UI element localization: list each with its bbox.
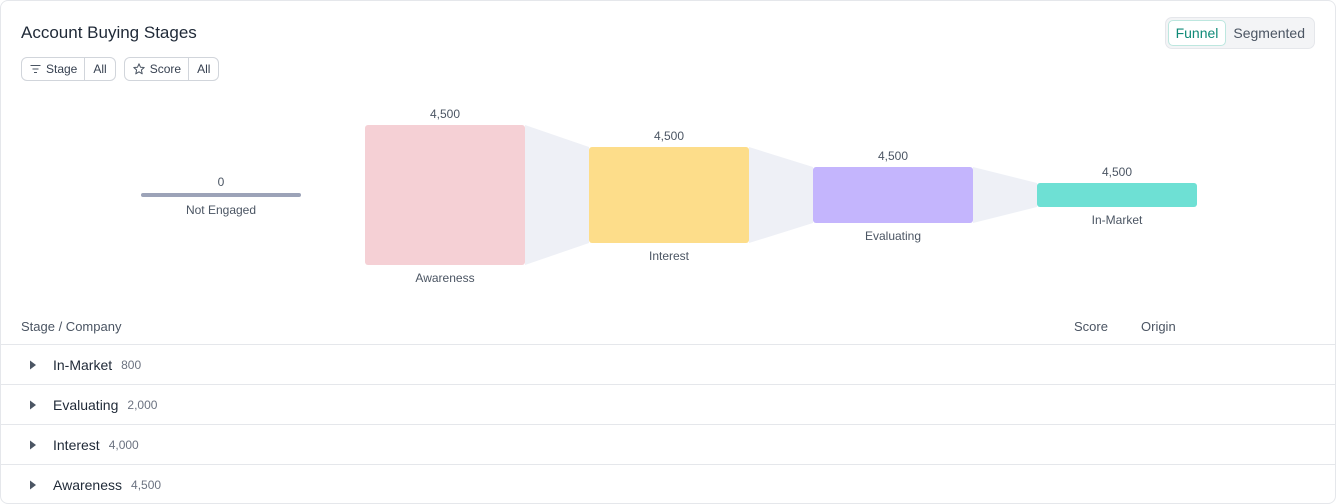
funnel-bar-in-market[interactable]	[1037, 183, 1197, 207]
funnel-value-interest: 4,500	[654, 129, 684, 143]
table-row-evaluating[interactable]: Evaluating 2,000	[1, 385, 1335, 425]
caret-right-icon[interactable]	[29, 440, 37, 450]
funnel-chart: 0 Not Engaged 4,500 Awareness 4,500 Interest 4…	[141, 107, 1197, 285]
funnel-view-button[interactable]: Funnel	[1167, 20, 1227, 46]
funnel-label-awareness: Awareness	[415, 271, 474, 285]
row-stage-count: 4,000	[108, 437, 139, 452]
stage-filter-label: Stage	[46, 62, 78, 76]
funnel-label-interest: Interest	[649, 249, 690, 263]
score-filter-label: Score	[149, 62, 182, 76]
funnel-label-not-engaged: Not Engaged	[186, 203, 256, 217]
caret-right-icon[interactable]	[29, 360, 37, 370]
column-header-score[interactable]: Score	[1074, 319, 1108, 334]
score-filter-key: Score	[125, 58, 190, 80]
funnel-connector-awareness	[525, 125, 589, 265]
funnel-value-evaluating: 4,500	[878, 149, 908, 163]
funnel-bar-awareness[interactable]	[365, 125, 525, 265]
row-stage-name: Interest	[53, 436, 100, 453]
table-row-awareness[interactable]: Awareness 4,500	[1, 465, 1335, 503]
row-stage-name: In-Market	[53, 356, 113, 373]
row-stage-name: Evaluating	[53, 396, 119, 413]
filter-bar: Stage All Score All	[21, 57, 220, 81]
stage-filter-value: All	[93, 62, 107, 76]
funnel-value-awareness: 4,500	[430, 107, 460, 121]
filter-icon	[30, 64, 41, 74]
segmented-view-button[interactable]: Segmented	[1233, 25, 1305, 41]
row-stage-name: Awareness	[53, 477, 123, 493]
caret-right-icon[interactable]	[29, 480, 37, 490]
funnel-value-not-engaged: 0	[218, 175, 225, 189]
view-toggle: Funnel Segmented	[1164, 17, 1315, 49]
caret-right-icon[interactable]	[29, 400, 37, 410]
table-row-interest[interactable]: Interest 4,000	[1, 425, 1335, 465]
stage-table-body: In-Market 800 Evaluating 2,000 Interest …	[1, 345, 1335, 503]
stage-filter-chip[interactable]: Stage All	[21, 57, 116, 81]
table-header: Stage / Company Score Origin	[1, 319, 1335, 345]
funnel-connector-interest	[749, 147, 813, 243]
funnel-value-in-market: 4,500	[1102, 165, 1132, 179]
funnel-label-evaluating: Evaluating	[865, 229, 921, 243]
column-header-stage-company[interactable]: Stage / Company	[21, 319, 122, 334]
row-stage-count: 2,000	[127, 397, 158, 412]
star-icon	[133, 63, 145, 75]
score-filter-value: All	[197, 62, 211, 76]
score-filter-chip[interactable]: Score All	[123, 57, 220, 81]
funnel-connector-evaluating	[973, 167, 1037, 223]
page-title: Account Buying Stages	[21, 23, 197, 42]
column-header-origin[interactable]: Origin	[1141, 319, 1176, 334]
row-stage-count: 4,500	[131, 478, 162, 492]
funnel-label-in-market: In-Market	[1092, 213, 1143, 227]
funnel-bar-evaluating[interactable]	[813, 167, 973, 223]
row-stage-count: 800	[121, 357, 142, 372]
table-row-in-market[interactable]: In-Market 800	[1, 345, 1335, 385]
stage-filter-key: Stage	[22, 58, 86, 80]
funnel-bar-interest[interactable]	[589, 147, 749, 243]
funnel-bar-not-engaged[interactable]	[141, 193, 301, 197]
